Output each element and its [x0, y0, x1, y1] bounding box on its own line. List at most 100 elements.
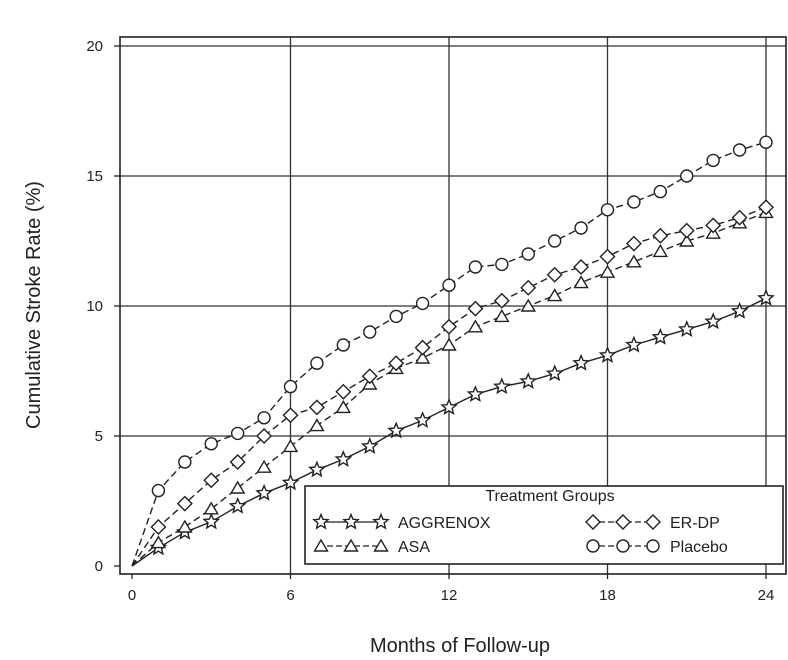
data-point-er-dp	[150, 519, 167, 535]
data-point-aggrenox	[625, 335, 643, 353]
data-point-placebo	[468, 260, 483, 274]
data-point-asa	[177, 519, 193, 533]
data-point-aggrenox	[255, 483, 273, 501]
legend-item-asa: ASA	[313, 538, 430, 556]
data-point-er-dp	[652, 227, 669, 244]
data-point-asa	[441, 337, 457, 351]
legend-item-placebo: Placebo	[586, 539, 728, 556]
data-point-aggrenox	[466, 385, 485, 402]
data-point-placebo	[653, 184, 668, 199]
data-point-er-dp	[731, 209, 748, 226]
data-point-aggrenox	[730, 301, 749, 319]
data-point-placebo	[759, 135, 773, 149]
series-placebo	[131, 135, 773, 567]
legend-marker-placebo	[586, 539, 600, 553]
x-tick-label: 12	[441, 587, 458, 604]
data-point-er-dp	[678, 222, 695, 239]
data-point-placebo	[310, 356, 324, 370]
data-point-placebo	[495, 257, 509, 272]
data-point-er-dp	[282, 407, 299, 424]
legend-item-er-dp: ER-DP	[585, 514, 720, 532]
data-point-er-dp	[414, 339, 431, 356]
legend-label-er-dp: ER-DP	[670, 515, 720, 532]
data-point-asa	[652, 244, 669, 258]
data-point-aggrenox	[757, 288, 775, 306]
data-point-placebo	[204, 437, 218, 451]
data-point-aggrenox	[308, 460, 326, 478]
data-point-placebo	[178, 455, 192, 469]
data-point-aggrenox	[228, 496, 247, 514]
data-point-asa	[335, 400, 352, 414]
legend-marker-aggrenox	[372, 512, 390, 530]
y-tick-label: 20	[86, 38, 103, 55]
legend-item-aggrenox: AGGRENOX	[312, 512, 491, 532]
data-point-placebo	[521, 247, 535, 261]
data-point-aggrenox	[202, 512, 221, 530]
y-axis-title: Cumulative Stroke Rate (%)	[23, 181, 45, 429]
legend-marker-asa	[313, 538, 329, 552]
data-point-er-dp	[256, 428, 273, 444]
data-point-er-dp	[361, 368, 378, 385]
data-point-aggrenox	[492, 377, 511, 395]
data-point-placebo	[547, 234, 562, 248]
data-point-placebo	[600, 203, 615, 217]
x-tick-label: 0	[128, 587, 136, 604]
data-point-aggrenox	[651, 327, 670, 345]
data-point-asa	[679, 233, 695, 247]
x-axis-title: Months of Follow-up	[370, 635, 550, 657]
data-point-aggrenox	[545, 364, 564, 382]
legend-marker-er-dp	[585, 514, 601, 530]
data-point-asa	[520, 298, 536, 312]
y-tick-label: 15	[86, 168, 103, 185]
data-point-er-dp	[520, 279, 537, 296]
legend-label-asa: ASA	[398, 539, 430, 556]
data-point-asa	[414, 350, 431, 364]
data-point-er-dp	[308, 399, 325, 416]
data-point-er-dp	[625, 235, 642, 252]
y-tick-label: 5	[95, 428, 103, 445]
data-point-placebo	[151, 483, 166, 498]
legend-marker-asa	[343, 538, 359, 552]
legend-label-aggrenox: AGGRENOX	[398, 515, 491, 532]
data-point-aggrenox	[281, 473, 300, 491]
y-tick-label: 0	[95, 558, 103, 575]
data-point-placebo	[363, 325, 377, 339]
data-point-asa	[626, 254, 642, 268]
x-tick-label: 18	[599, 587, 616, 604]
grid-lines	[120, 37, 786, 574]
data-point-aggrenox	[440, 398, 458, 415]
data-point-placebo	[230, 426, 245, 441]
data-point-asa	[256, 459, 272, 473]
data-point-asa	[309, 418, 325, 432]
data-point-aggrenox	[572, 353, 590, 371]
data-point-er-dp	[599, 248, 616, 265]
data-point-placebo	[706, 153, 720, 168]
data-point-asa	[282, 439, 299, 453]
data-point-placebo	[442, 278, 456, 292]
data-point-placebo	[336, 338, 351, 352]
data-point-placebo	[732, 143, 747, 157]
data-point-asa	[467, 319, 484, 333]
series-asa	[131, 205, 774, 567]
data-point-aggrenox	[704, 312, 723, 330]
data-point-aggrenox	[334, 450, 353, 467]
x-tick-label: 6	[286, 587, 294, 604]
data-point-er-dp	[758, 199, 774, 216]
legend-title: Treatment Groups	[485, 488, 614, 505]
data-point-asa	[203, 501, 219, 515]
series-layer	[131, 135, 775, 567]
data-point-aggrenox	[677, 320, 696, 337]
data-point-asa	[150, 535, 167, 549]
x-tick-label: 24	[758, 587, 775, 604]
data-point-er-dp	[203, 472, 220, 489]
data-point-aggrenox	[519, 372, 538, 389]
legend-label-placebo: Placebo	[670, 539, 728, 556]
data-point-er-dp	[705, 217, 722, 234]
data-point-placebo	[283, 379, 298, 394]
data-point-er-dp	[467, 300, 484, 317]
data-point-er-dp	[229, 454, 246, 470]
data-point-er-dp	[441, 318, 457, 335]
legend-marker-placebo	[646, 539, 660, 553]
series-er-dp	[131, 199, 774, 567]
